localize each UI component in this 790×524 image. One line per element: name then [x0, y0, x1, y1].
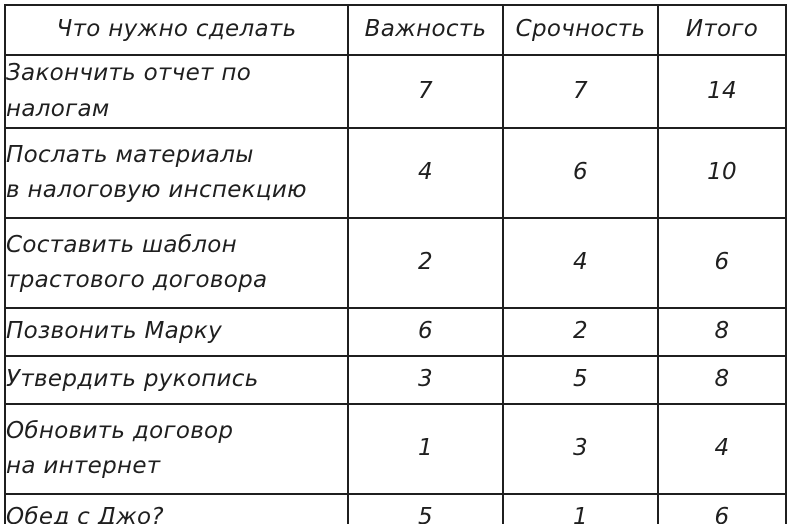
task-cell: Послать материалы в налоговую инспекцию	[4, 127, 349, 220]
table-row: Закончить отчет по налогам 7 7 14	[4, 53, 787, 130]
task-cell: Обед с Джо?	[4, 493, 349, 524]
importance-cell: 3	[347, 355, 504, 406]
urgency-cell: 1	[502, 493, 659, 524]
table-row: Обед с Джо? 5 1 6	[4, 493, 787, 524]
urgency-header-cell: Срочность	[502, 4, 659, 56]
table-row: Обновить договор на интернет 1 3 4	[4, 403, 787, 496]
total-cell: 14	[657, 53, 787, 130]
task-cell: Утвердить рукопись	[4, 355, 349, 406]
task-cell: Составить шаблон трастового договора	[4, 217, 349, 310]
urgency-cell: 3	[502, 403, 659, 496]
total-cell: 6	[657, 493, 787, 524]
total-cell: 4	[657, 403, 787, 496]
total-cell: 8	[657, 355, 787, 406]
urgency-cell: 4	[502, 217, 659, 310]
header-row: Что нужно сделать Важность Срочность Ито…	[4, 4, 787, 56]
table-row: Утвердить рукопись 3 5 8	[4, 355, 787, 406]
table-row: Позвонить Марку 6 2 8	[4, 307, 787, 358]
importance-cell: 5	[347, 493, 504, 524]
task-cell: Позвонить Марку	[4, 307, 349, 358]
importance-cell: 2	[347, 217, 504, 310]
urgency-cell: 6	[502, 127, 659, 220]
table-row: Составить шаблон трастового договора 2 4…	[4, 217, 787, 310]
total-header-cell: Итого	[657, 4, 787, 56]
total-cell: 8	[657, 307, 787, 358]
importance-header-cell: Важность	[347, 4, 504, 56]
task-cell: Обновить договор на интернет	[4, 403, 349, 496]
table-row: Послать материалы в налоговую инспекцию …	[4, 127, 787, 220]
total-cell: 6	[657, 217, 787, 310]
priority-table: Что нужно сделать Важность Срочность Ито…	[4, 4, 787, 524]
task-header-cell: Что нужно сделать	[4, 4, 349, 56]
importance-cell: 4	[347, 127, 504, 220]
importance-cell: 7	[347, 53, 504, 130]
total-cell: 10	[657, 127, 787, 220]
task-cell: Закончить отчет по налогам	[4, 53, 349, 130]
urgency-cell: 7	[502, 53, 659, 130]
urgency-cell: 5	[502, 355, 659, 406]
importance-cell: 6	[347, 307, 504, 358]
urgency-cell: 2	[502, 307, 659, 358]
importance-cell: 1	[347, 403, 504, 496]
